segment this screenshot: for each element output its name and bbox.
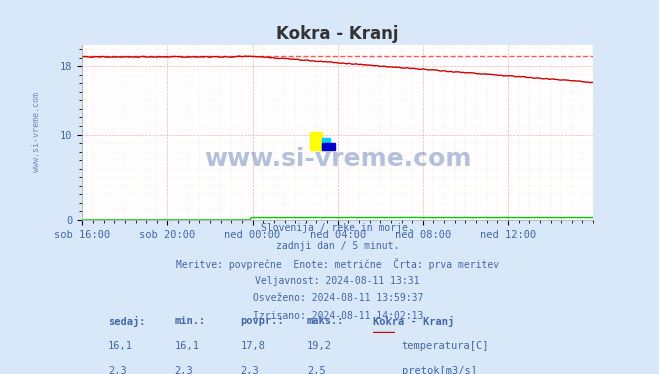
Text: 16,1: 16,1 [108, 341, 133, 351]
Text: povpr.:: povpr.: [241, 316, 285, 326]
Text: temperatura[C]: temperatura[C] [401, 341, 489, 351]
Text: 16,1: 16,1 [174, 341, 199, 351]
Text: Meritve: povprečne  Enote: metrične  Črta: prva meritev: Meritve: povprečne Enote: metrične Črta:… [176, 258, 500, 270]
Text: min.:: min.: [174, 316, 206, 326]
Text: www.si-vreme.com: www.si-vreme.com [32, 92, 41, 172]
Text: Veljavnost: 2024-08-11 13:31: Veljavnost: 2024-08-11 13:31 [256, 276, 420, 286]
Text: www.si-vreme.com: www.si-vreme.com [204, 147, 471, 171]
Text: 2,5: 2,5 [307, 366, 326, 374]
Text: Kokra - Kranj: Kokra - Kranj [374, 316, 455, 327]
Bar [374, 356, 394, 370]
Text: zadnji dan / 5 minut.: zadnji dan / 5 minut. [276, 241, 399, 251]
Bar [310, 132, 322, 150]
Text: maks.:: maks.: [307, 316, 345, 326]
Text: 2,3: 2,3 [108, 366, 127, 374]
Text: pretok[m3/s]: pretok[m3/s] [401, 366, 476, 374]
Bar [322, 138, 330, 150]
Text: 17,8: 17,8 [241, 341, 266, 351]
Text: Slovenija / reke in morje.: Slovenija / reke in morje. [262, 223, 414, 233]
Text: Izrisano: 2024-08-11 14:02:13: Izrisano: 2024-08-11 14:02:13 [252, 311, 423, 321]
Text: 2,3: 2,3 [241, 366, 260, 374]
Text: sedaj:: sedaj: [108, 316, 146, 327]
Text: 19,2: 19,2 [307, 341, 332, 351]
Text: Osveženo: 2024-08-11 13:59:37: Osveženo: 2024-08-11 13:59:37 [252, 293, 423, 303]
Bar [374, 332, 394, 345]
Text: 2,3: 2,3 [174, 366, 193, 374]
Title: Kokra - Kranj: Kokra - Kranj [277, 25, 399, 43]
Bar [322, 143, 335, 150]
